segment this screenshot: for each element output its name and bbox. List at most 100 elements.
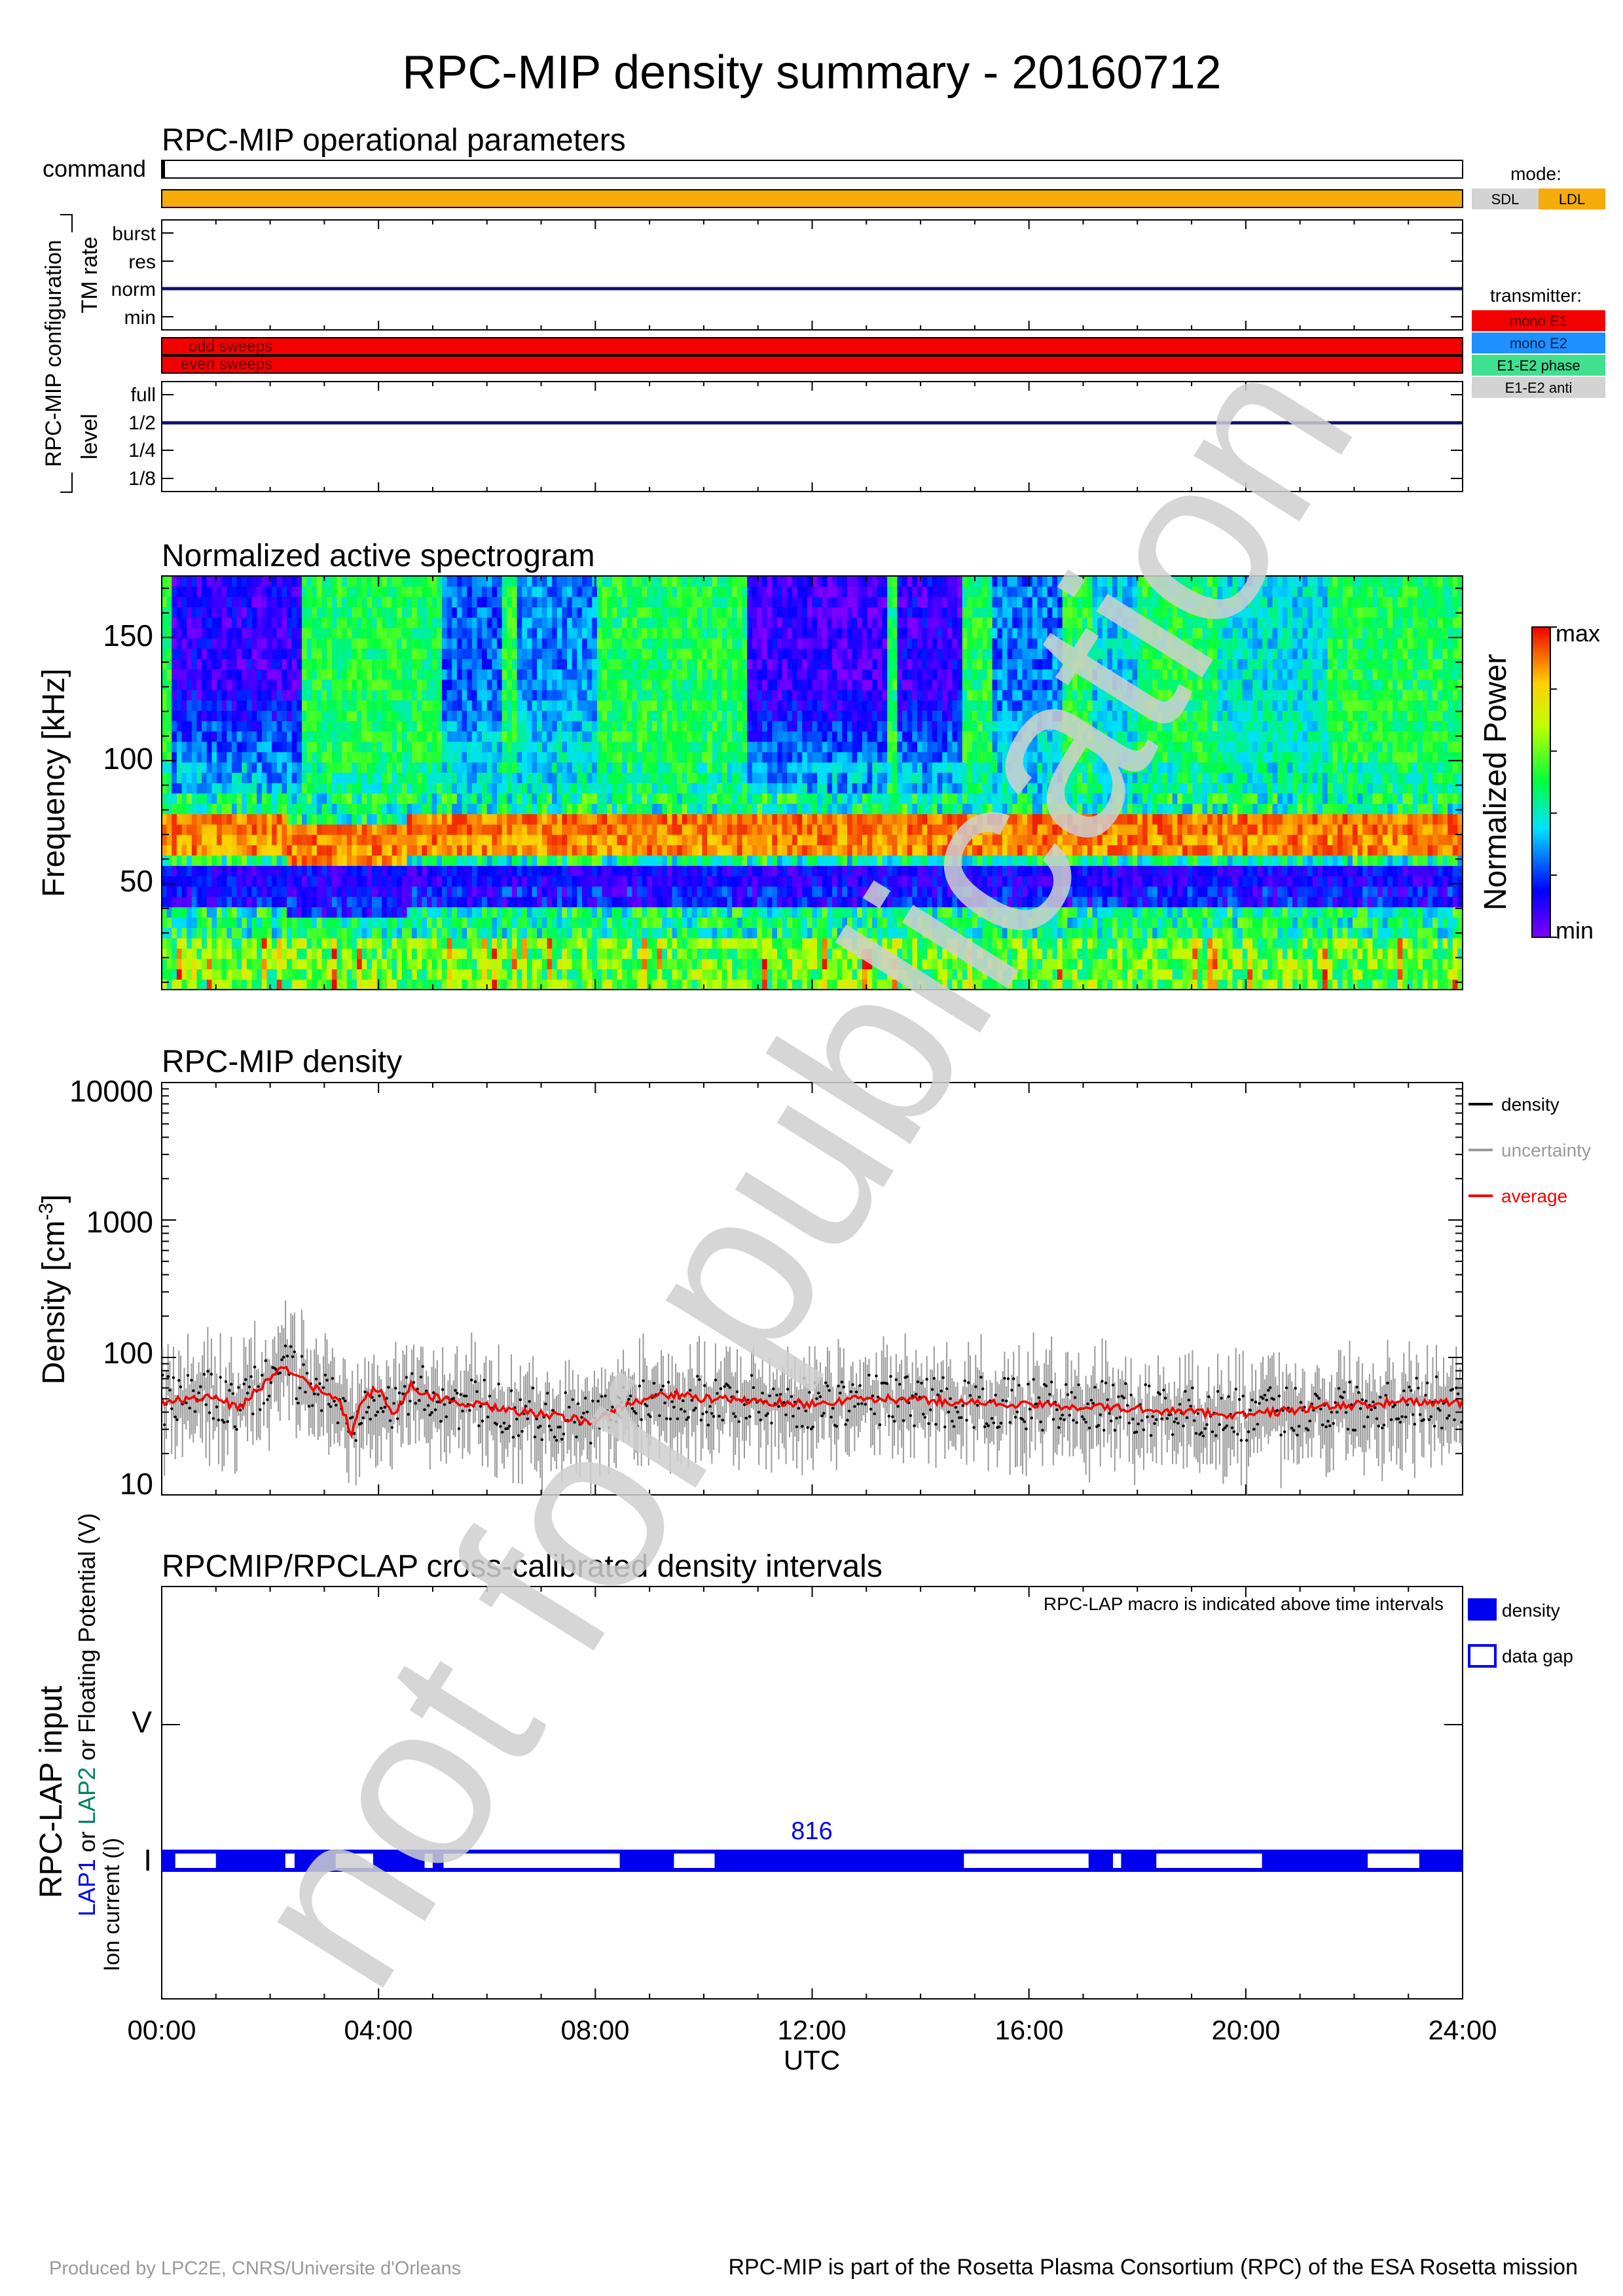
spectrogram-cell [456,700,463,711]
spectrogram-cell [376,586,382,598]
spectrogram-cell [486,834,492,846]
spectrogram-cell [607,628,613,639]
spectrogram-cell [677,751,683,762]
spectrogram-cell [382,803,388,814]
spectrogram-cell [672,628,678,639]
spectrogram-cell [187,762,192,773]
spectrogram-cell [692,927,698,939]
spectrogram-cell [556,596,562,607]
spectrogram-cell [427,865,433,876]
spectrogram-cell [397,844,403,856]
spectrogram-cell [316,607,323,618]
spectrogram-cell [392,689,397,701]
spectrogram-cell [331,586,338,598]
spectrogram-cell [556,751,562,762]
spectrogram-cell [511,979,518,990]
spectrogram-cell [467,617,473,628]
spectrogram-cell [172,658,177,670]
spectrogram-cell [547,814,553,825]
spectrogram-cell [622,824,628,835]
spectrogram-cell [316,731,323,742]
spectrogram-cell [532,865,538,876]
spectrogram-cell [337,803,342,814]
spectrogram-cell [282,576,287,587]
spectrogram-cell [556,844,562,856]
spectrogram-cell [577,824,583,835]
spectrogram-cell [251,793,257,804]
spectrogram-cell [441,628,448,639]
spectrogram-cell [651,721,658,732]
spectrogram-cell [547,710,553,721]
spectrogram-cell [331,710,338,721]
spectrogram-cell [647,617,653,628]
spectrogram-cell [441,731,448,742]
spectrogram-cell [556,576,562,587]
spectrogram-cell [596,865,603,876]
spectrogram-cell [217,834,223,846]
spectrogram-cell [477,938,483,949]
spectrogram-cell [191,824,198,835]
spectrogram-cell [632,865,638,876]
spectrogram-cell [221,700,227,711]
spectrogram-cell [312,969,318,980]
spectrogram-cell [257,886,263,897]
spectrogram-cell [507,628,513,639]
spectrogram-cell [567,834,573,846]
spectrogram-cell [227,637,232,649]
spectrogram-cell [427,741,433,753]
spectrogram-cell [526,679,533,691]
spectrogram-cell [261,958,268,969]
spectrogram-cell [541,586,548,598]
spectrogram-cell [361,658,367,670]
spectrogram-cell [162,700,168,711]
spectrogram-cell [637,865,643,876]
spectrogram-cell [301,886,308,897]
spectrogram-cell [202,876,208,887]
spectrogram-cell [477,783,483,794]
spectrogram-cell [346,658,353,670]
spectrogram-cell [242,731,247,742]
spectrogram-cell [697,906,702,918]
spectrogram-cell [532,607,538,618]
spectrogram-cell [526,617,533,628]
spectrogram-cell [291,855,297,866]
spectrogram-cell [707,658,713,670]
spectrogram-cell [737,906,743,918]
spectrogram-cell [437,958,443,969]
spectrogram-cell [257,969,263,980]
spectrogram-cell [386,917,393,928]
spectrogram-cell [301,772,308,783]
spectrogram-cell [206,576,213,587]
ops-title: RPC-MIP operational parameters [162,123,626,158]
spectrogram-cell [602,607,608,618]
spectrogram-cell [206,834,213,846]
spectrogram-cell [217,938,223,949]
spectrogram-cell [352,596,357,607]
spectrogram-cell [452,969,458,980]
spectrogram-cell [477,865,483,876]
spectrogram-cell [486,772,492,783]
spectrogram-cell [301,751,308,762]
spectrogram-cell [452,938,458,949]
spectrogram-cell [337,679,342,691]
spectrogram-cell [427,596,433,607]
spectrogram-cell [236,637,242,649]
spectrogram-cell [266,741,272,753]
mode-bar [161,189,1463,208]
spectrogram-cell [217,958,223,969]
spectrogram-cell [282,803,287,814]
spectrogram-cell [412,576,418,587]
spectrogram-cell [511,803,518,814]
spectrogram-cell [677,886,683,897]
spectrogram-cell [501,586,507,598]
spectrogram-cell [602,700,608,711]
spectrogram-cell [752,876,758,887]
spectrogram-cell [376,958,382,969]
spectrogram-cell [497,803,503,814]
spectrogram-cell [282,783,287,794]
spectrogram-cell [447,803,452,814]
spectrogram-cell [342,844,348,856]
spectrogram-cell [176,834,183,846]
spectrogram-cell [412,814,418,825]
spectrogram-cell [651,834,658,846]
